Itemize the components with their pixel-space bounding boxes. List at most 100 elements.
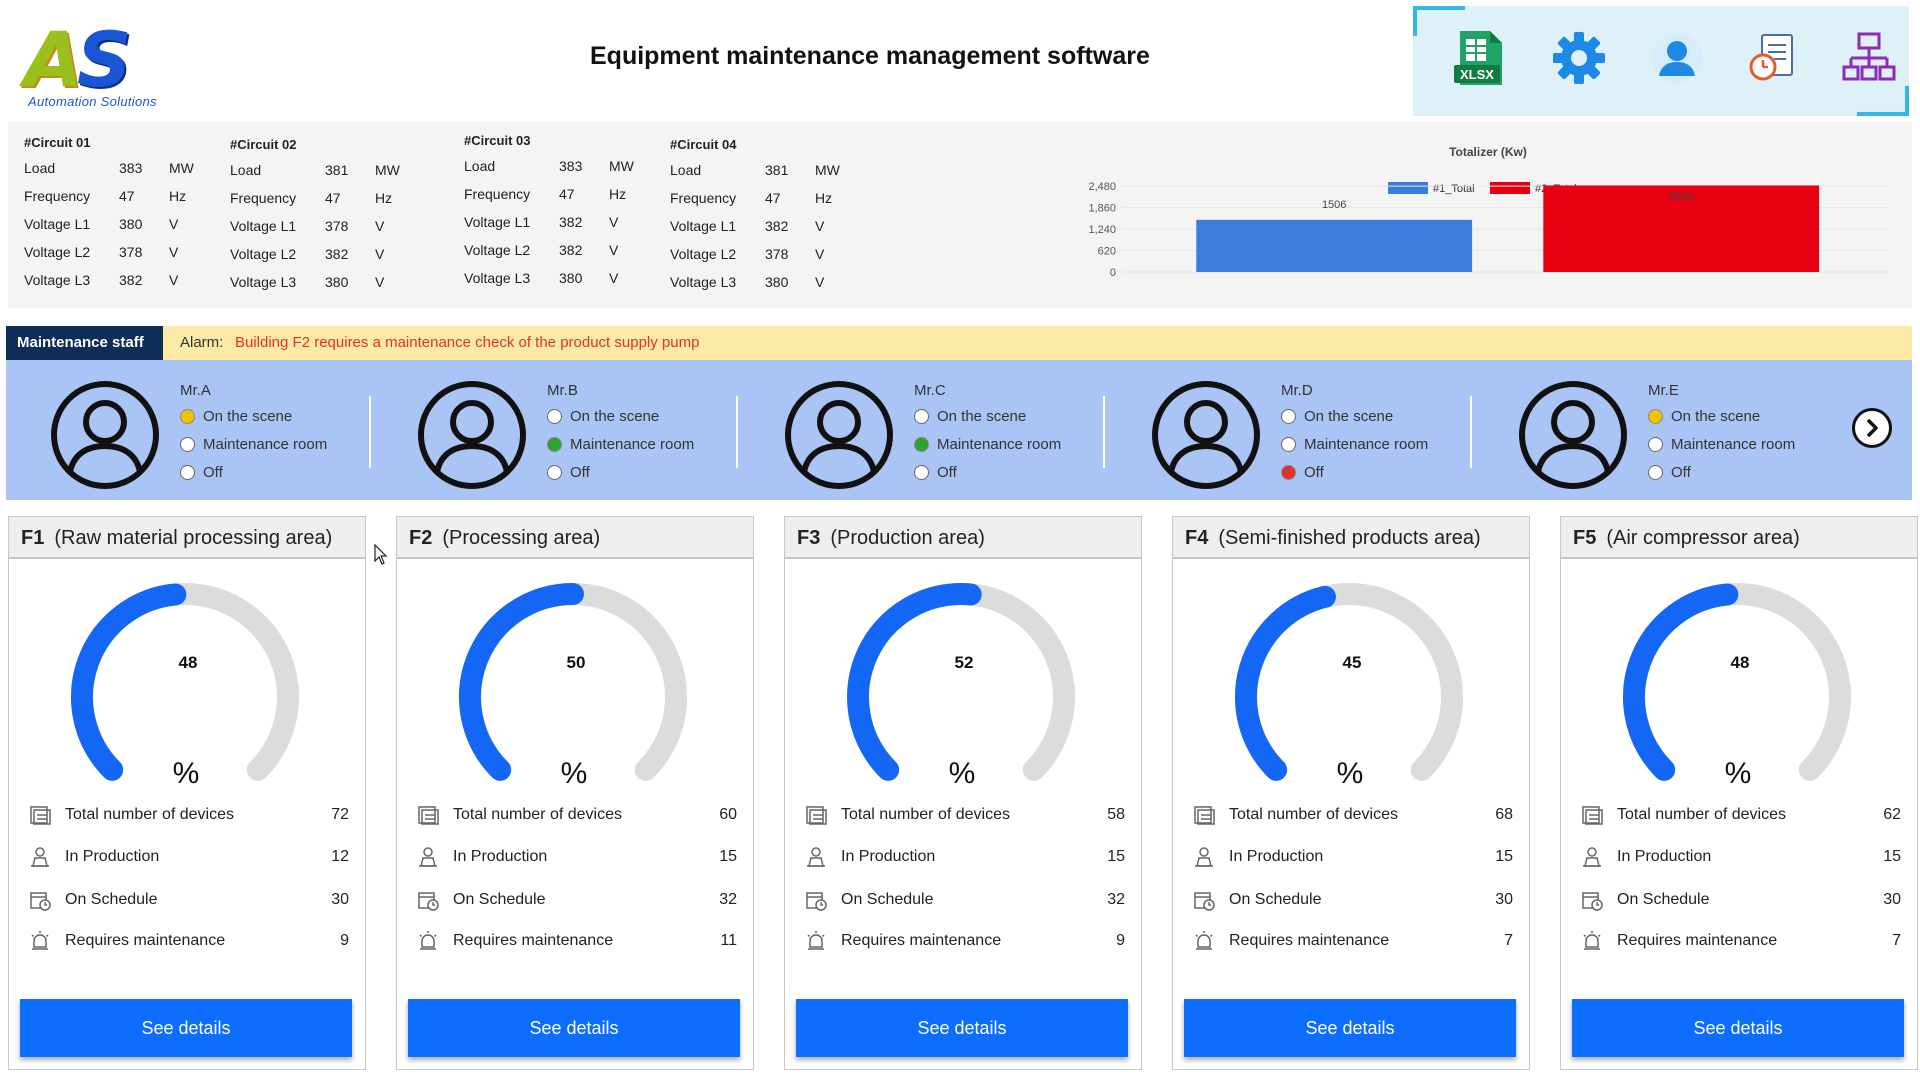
staff-status-option[interactable]: On the scene [1281,405,1393,427]
chevron-right-icon [1867,419,1878,437]
circuit-metric-row: Voltage L1 380 V [24,210,264,238]
staff-status-option[interactable]: Maintenance room [1281,433,1428,455]
staff-card: Mr.C On the scene Maintenance room Off [750,360,1110,500]
next-staff-button[interactable] [1852,408,1892,448]
network-map-button[interactable] [1839,28,1899,88]
metric-unit: V [815,218,825,234]
export-xlsx-button[interactable]: XLSX [1449,28,1509,88]
status-radio[interactable] [914,464,929,480]
circuit-title: #Circuit 01 [24,135,91,150]
status-radio[interactable] [1281,436,1296,452]
area-stat-row: Requires maintenance 9 [805,926,1125,956]
alarm-bell-icon [1195,931,1213,950]
metric-unit: V [609,270,619,286]
status-radio[interactable] [1648,408,1663,424]
status-label: Maintenance room [937,435,1062,453]
circuit-metric-row: Voltage L1 382 V [670,212,910,240]
circuit-block: #Circuit 02 Load 381 MW Frequency 47 Hz Voltage… [230,134,470,296]
area-name: (Processing area) [442,527,601,549]
status-radio[interactable] [1648,436,1663,452]
staff-name: Mr.E [1648,382,1679,399]
gauge-value: 52 [954,653,974,672]
stat-value: 30 [331,891,349,908]
metric-unit: MW [815,162,840,178]
staff-status-option[interactable]: On the scene [914,405,1026,427]
settings-button[interactable] [1549,28,1609,88]
stat-value: 11 [720,932,737,949]
page-title: Equipment maintenance management softwar… [590,42,1150,70]
alarm-message: Building F2 requires a maintenance check… [235,334,700,351]
device-list-icon [1582,806,1603,825]
production-robot-icon [807,847,825,867]
status-radio[interactable] [1281,408,1296,424]
staff-status-option[interactable]: Off [180,461,223,483]
see-details-button[interactable]: See details [20,999,352,1057]
alarm-bar: Maintenance staff Alarm: Building F2 req… [6,326,1912,360]
status-radio[interactable] [1648,464,1663,480]
toolbar-corner-decoration [1857,86,1909,116]
status-radio[interactable] [914,408,929,424]
see-details-button[interactable]: See details [796,999,1128,1057]
metric-value: 47 [325,190,341,206]
status-radio[interactable] [180,408,195,424]
status-label: Off [937,463,957,481]
area-stat-row: Requires maintenance 7 [1581,926,1901,956]
area-stat-row: In Production 15 [417,842,737,872]
status-radio[interactable] [180,436,195,452]
staff-status-option[interactable]: On the scene [180,405,292,427]
stat-value: 32 [1107,891,1125,908]
staff-card: Mr.D On the scene Maintenance room Off [1117,360,1477,500]
circuit-block: #Circuit 04 Load 381 MW Frequency 47 Hz Voltage… [670,134,910,296]
status-label: Off [203,463,223,481]
user-account-button[interactable] [1647,28,1707,88]
staff-status-option[interactable]: On the scene [547,405,659,427]
staff-status-option[interactable]: Maintenance room [914,433,1061,455]
status-radio[interactable] [1281,464,1296,480]
gauge-value: 48 [1730,653,1750,672]
status-radio[interactable] [180,464,195,480]
status-label: On the scene [937,407,1027,425]
staff-status-option[interactable]: On the scene [1648,405,1760,427]
staff-status-option[interactable]: Maintenance room [1648,433,1795,455]
stat-value: 7 [1892,932,1901,949]
circuit-metric-row: Load 381 MW [230,156,470,184]
metric-value: 380 [765,274,789,290]
maintenance-staff-tab[interactable]: Maintenance staff [6,326,163,360]
see-details-button[interactable]: See details [408,999,740,1057]
header: AS Automation Solutions Equipment mainte… [0,0,1920,118]
see-details-button[interactable]: See details [1184,999,1516,1057]
stat-label: Requires maintenance [841,932,1002,949]
area-code: F5 [1573,527,1597,549]
status-radio[interactable] [547,464,562,480]
staff-status-option[interactable]: Off [914,461,957,483]
metric-unit: V [375,246,385,262]
device-list-icon [1194,806,1215,825]
stat-value: 15 [1883,848,1901,865]
staff-status-option[interactable]: Maintenance room [547,433,694,455]
metric-unit: MW [169,160,194,176]
staff-status-option[interactable]: Off [1281,461,1324,483]
staff-status-option[interactable]: Off [547,461,590,483]
staff-status-option[interactable]: Off [1648,461,1691,483]
area-header: F4 (Semi-finished products area) [1173,517,1529,559]
metric-value: 378 [765,246,789,262]
schedule-report-button[interactable] [1743,28,1803,88]
staff-status-option[interactable]: Maintenance room [180,433,327,455]
gauge-fill [71,583,187,781]
status-radio[interactable] [914,436,929,452]
metric-value: 380 [559,270,583,286]
circuit-metric-row: Load 383 MW [24,154,264,182]
y-tick-label: 620 [1098,246,1116,258]
metric-label: Load [24,160,56,176]
area-stat-row: In Production 15 [805,842,1125,872]
status-radio[interactable] [547,408,562,424]
circuit-title: #Circuit 04 [670,137,737,152]
status-label: On the scene [1671,407,1761,425]
metric-unit: V [375,274,385,290]
gauge-fill [847,583,982,781]
see-details-button[interactable]: See details [1572,999,1904,1057]
metric-label: Load [464,158,496,174]
circuit-metric-row: Voltage L3 380 V [230,268,470,296]
status-radio[interactable] [547,436,562,452]
metric-label: Voltage L1 [670,218,737,234]
